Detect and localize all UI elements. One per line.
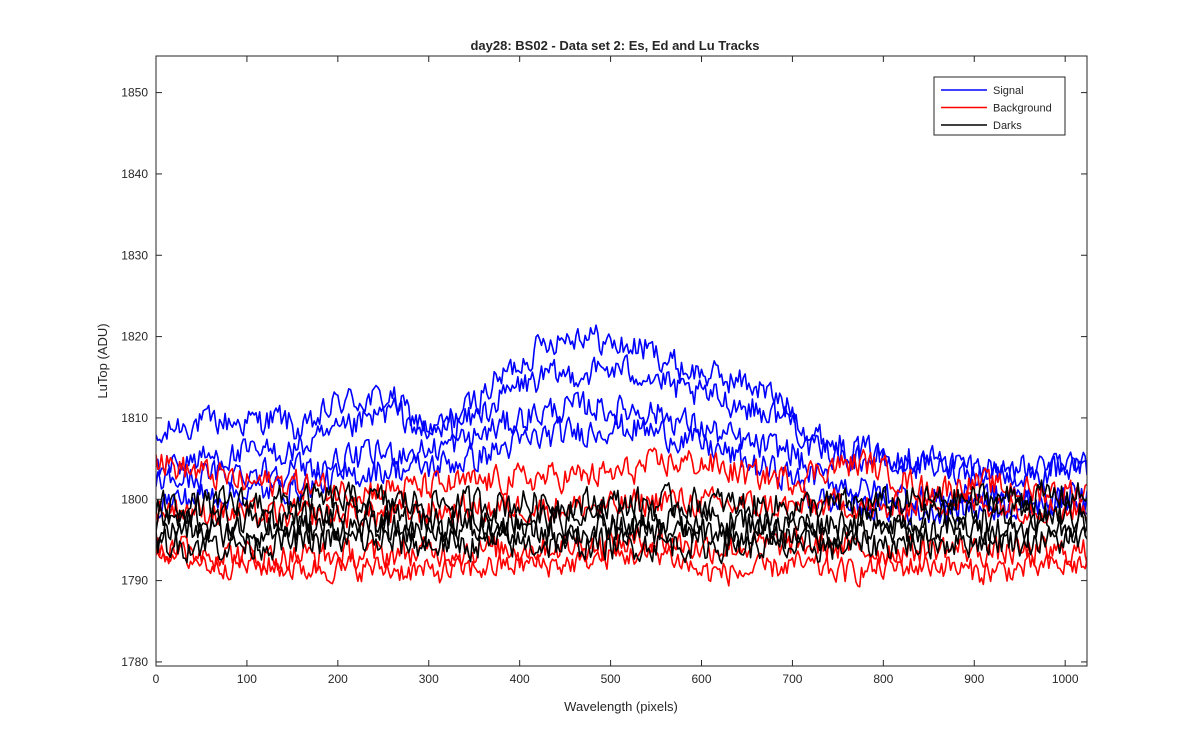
y-tick-label: 1830 xyxy=(121,248,148,262)
series-layer xyxy=(156,324,1087,588)
axis-ticks: 0 100 200 300 400 500 600 700 800 900 1000 1780 1790… xyxy=(121,56,1087,686)
y-tick-label: 1850 xyxy=(121,86,148,100)
y-tick-label: 1790 xyxy=(121,574,148,588)
y-tick-label: 1840 xyxy=(121,167,148,181)
x-axis-label: Wavelength (pixels) xyxy=(564,699,678,714)
legend-label-signal: Signal xyxy=(993,85,1024,97)
x-tick-label: 300 xyxy=(419,672,439,686)
x-tick-label: 400 xyxy=(510,672,530,686)
series-line-signal xyxy=(156,324,1087,486)
legend-label-background: Background xyxy=(993,103,1052,115)
series-line-background xyxy=(156,539,1087,588)
series-line-darks xyxy=(156,523,1087,565)
y-tick-label: 1800 xyxy=(121,492,148,506)
series-line-signal xyxy=(156,354,1087,488)
y-tick-label: 1820 xyxy=(121,330,148,344)
x-tick-label: 200 xyxy=(328,672,348,686)
x-tick-label: 600 xyxy=(691,672,711,686)
x-tick-label: 700 xyxy=(782,672,802,686)
legend: Signal Background Darks xyxy=(933,76,1066,136)
chart-title: day28: BS02 - Data set 2: Es, Ed and Lu … xyxy=(470,38,759,53)
series-line-darks xyxy=(156,495,1087,542)
x-tick-label: 500 xyxy=(601,672,621,686)
x-tick-label: 800 xyxy=(873,672,893,686)
y-axis-label: LuTop (ADU) xyxy=(95,323,110,398)
y-tick-label: 1780 xyxy=(121,655,148,669)
x-tick-label: 900 xyxy=(964,672,984,686)
x-tick-label: 100 xyxy=(237,672,257,686)
series-line-signal xyxy=(156,391,1087,515)
legend-label-darks: Darks xyxy=(993,120,1022,132)
y-tick-label: 1810 xyxy=(121,411,148,425)
x-tick-label: 0 xyxy=(153,672,160,686)
plot-area-frame xyxy=(155,55,1088,667)
x-tick-label: 1000 xyxy=(1052,672,1079,686)
series-line-darks xyxy=(156,509,1087,552)
